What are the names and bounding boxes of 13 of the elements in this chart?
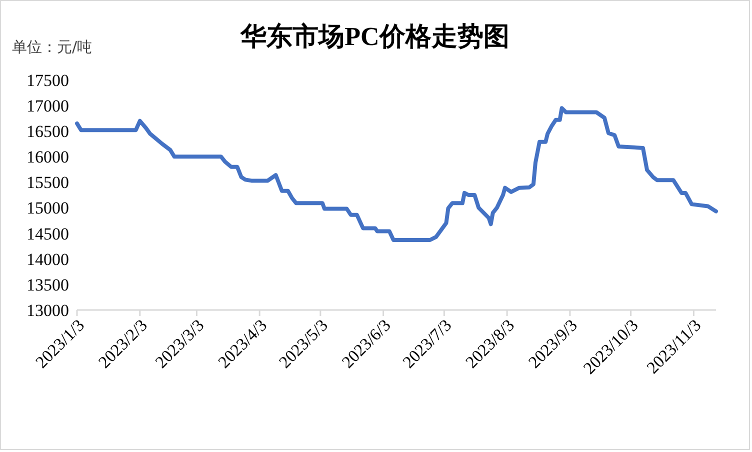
line-series <box>75 106 718 242</box>
y-tick-label: 17000 <box>26 96 69 116</box>
y-tick-label: 14000 <box>26 250 69 269</box>
y-tick-label: 13500 <box>26 275 69 294</box>
y-tick-label: 13000 <box>26 300 69 320</box>
y-axis-title: 单位：元/吨 <box>12 38 92 56</box>
y-tick-label: 15500 <box>26 173 69 192</box>
y-tick-label: 14500 <box>26 224 69 244</box>
y-tick-label: 17500 <box>26 70 69 90</box>
y-tick-label: 16000 <box>26 148 69 167</box>
chart-title: 华东市场PC价格走势图 <box>240 22 510 51</box>
y-tick-label: 15000 <box>26 198 69 218</box>
y-tick-label: 16500 <box>26 122 69 142</box>
